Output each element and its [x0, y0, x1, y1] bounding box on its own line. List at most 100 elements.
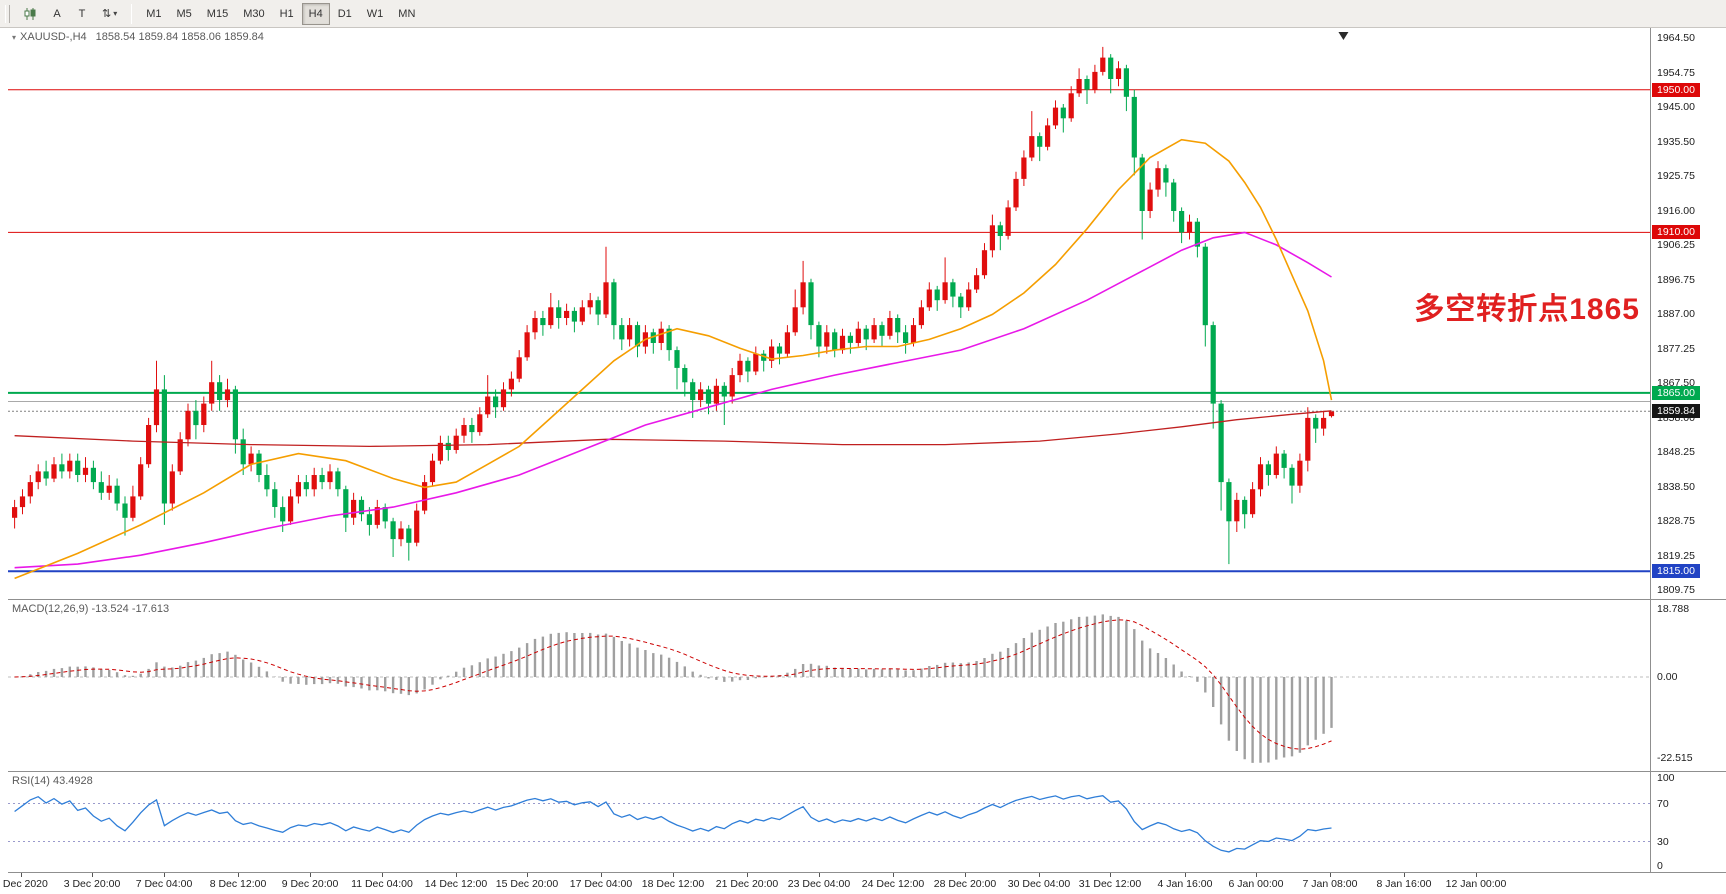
time-tick: [673, 873, 674, 877]
price-tick-label: 1945.00: [1657, 101, 1695, 113]
level-price-tag: 1815.00: [1652, 564, 1700, 579]
timeframe-button-m1[interactable]: M1: [139, 3, 168, 25]
ma-medium-magenta: [14, 231, 1332, 569]
time-label: 18 Dec 12:00: [641, 878, 705, 890]
price-tick-label: 1896.75: [1657, 273, 1695, 286]
chart-header: ▾ XAUUSD-,H4 1858.54 1859.84 1858.06 1859.…: [12, 31, 264, 43]
price-tick-label: 1964.50: [1657, 32, 1695, 44]
time-label: 7 Jan 08:00: [1302, 878, 1358, 890]
candles-layer: [12, 46, 1335, 565]
candlestick-chart-icon: [24, 7, 36, 20]
chevron-down-icon: ▾: [113, 8, 118, 18]
timeframe-button-w1[interactable]: W1: [360, 3, 391, 25]
time-tick: [310, 873, 311, 877]
time-label: 4 Jan 16:00: [1157, 878, 1213, 890]
macd-scale[interactable]: 18.788 0.00 -22.515: [1650, 600, 1726, 772]
price-tick-label: 1954.75: [1657, 66, 1695, 79]
timeframe-button-m15[interactable]: M15: [200, 3, 235, 25]
macd-pane[interactable]: [8, 600, 1650, 772]
time-label: 23 Dec 04:00: [787, 878, 851, 890]
time-label: 12 Jan 00:00: [1445, 878, 1507, 890]
macd-signal-line: [14, 619, 1332, 750]
rsi-line: [14, 794, 1332, 853]
time-tick: [456, 873, 457, 877]
level-price-tag: 1910.00: [1652, 225, 1700, 240]
toolbar: A T ⇅ ▾ M1 M5 M15 M30 H1 H4 D1 W1 MN: [0, 0, 1726, 28]
time-tick: [1404, 873, 1405, 877]
time-label: 3 Dec 20:00: [63, 878, 121, 890]
macd-scale-label: -22.515: [1657, 752, 1693, 765]
price-tick-label: 1906.25: [1657, 239, 1695, 251]
rsi-indicator-label: RSI(14) 43.4928: [12, 775, 93, 787]
macd-scale-label: 18.788: [1657, 603, 1690, 616]
price-chart-pane[interactable]: [8, 28, 1650, 600]
time-tick: [1039, 873, 1040, 877]
time-tick: [527, 873, 528, 877]
time-label: 28 Dec 20:00: [933, 878, 997, 890]
time-tick: [1256, 873, 1257, 877]
scale-tools-button[interactable]: ⇅ ▾: [95, 3, 124, 25]
timeframe-button-h4[interactable]: H4: [301, 2, 330, 25]
time-label: 11 Dec 04:00: [351, 878, 413, 890]
ma-fast-orange: [14, 138, 1333, 580]
macd-histogram: [21, 614, 1333, 763]
price-tick-label: 1819.25: [1657, 549, 1695, 562]
timeframe-button-m30[interactable]: M30: [236, 3, 271, 25]
level-price-tag: 1865.00: [1652, 385, 1700, 400]
time-label: 7 Dec 04:00: [135, 878, 193, 890]
time-label: 8 Jan 16:00: [1376, 878, 1432, 890]
ma-slow-red: [14, 410, 1332, 448]
level-price-tag: 1950.00: [1652, 82, 1700, 97]
time-tick: [747, 873, 748, 877]
price-tick-label: 1848.25: [1657, 446, 1695, 458]
price-scale[interactable]: 1964.50 1954.75 1945.00 1935.50 1925.75 1916.…: [1650, 28, 1726, 600]
price-tick-label: 1877.25: [1657, 342, 1695, 355]
time-label: 24 Dec 12:00: [861, 878, 925, 890]
time-label: 31 Dec 12:00: [1078, 878, 1142, 890]
time-tick: [164, 873, 165, 877]
macd-scale-label: 0.00: [1657, 670, 1678, 683]
timeframe-button-m5[interactable]: M5: [170, 3, 199, 25]
price-tick-label: 1887.00: [1657, 308, 1695, 320]
timeframe-toolbar: M1 M5 M15 M30 H1 H4 D1 W1 MN: [139, 2, 422, 25]
time-tick: [819, 873, 820, 877]
time-label: 14 Dec 12:00: [424, 878, 488, 890]
time-label: 8 Dec 12:00: [209, 878, 267, 890]
timeframe-button-d1[interactable]: D1: [331, 3, 359, 25]
updown-arrows-icon: ⇅: [102, 8, 112, 20]
symbol-period-label: XAUUSD-,H4: [20, 31, 87, 43]
time-label: 15 Dec 20:00: [495, 878, 559, 890]
text-tool-button[interactable]: T: [70, 3, 94, 25]
macd-indicator-label: MACD(12,26,9) -13.524 -17.613: [12, 603, 170, 615]
rsi-scale-label: 30: [1657, 835, 1669, 848]
time-tick: [601, 873, 602, 877]
timeframe-button-mn[interactable]: MN: [391, 3, 422, 25]
time-tick: [893, 873, 894, 877]
time-label: 9 Dec 20:00: [281, 878, 339, 890]
time-label: 6 Jan 00:00: [1228, 878, 1284, 890]
time-tick: [1110, 873, 1111, 877]
rsi-scale[interactable]: 100 70 30 0: [1650, 772, 1726, 873]
price-tick-label: 1838.50: [1657, 480, 1695, 493]
time-label: 30 Dec 04:00: [1007, 878, 1071, 890]
current-price-tag: 1859.84: [1652, 404, 1700, 419]
chart-area: ▾ XAUUSD-,H4 1858.54 1859.84 1858.06 1859.…: [0, 28, 1726, 894]
annotation-a-button[interactable]: A: [45, 3, 69, 25]
chart-type-button[interactable]: [16, 3, 44, 25]
time-tick: [1476, 873, 1477, 877]
price-level-lines: [8, 89, 1650, 573]
toolbar-grip[interactable]: [5, 4, 10, 23]
price-tick-label: 1916.00: [1657, 204, 1695, 217]
time-scale[interactable]: 2 Dec 2020 3 Dec 20:00 7 Dec 04:00 8 Dec 12…: [0, 873, 1650, 894]
chart-annotation-text: 多空转折点1865: [1414, 293, 1640, 326]
time-tick: [238, 873, 239, 877]
time-label: 2 Dec 2020: [0, 878, 48, 890]
time-label: 21 Dec 20:00: [715, 878, 779, 890]
rsi-pane[interactable]: [8, 772, 1650, 873]
price-tick-label: 1935.50: [1657, 135, 1695, 148]
price-tick-label: 1828.75: [1657, 515, 1695, 527]
rsi-scale-label: 70: [1657, 797, 1669, 810]
timeframe-button-h1[interactable]: H1: [273, 3, 301, 25]
time-tick: [92, 873, 93, 877]
chart-shift-marker[interactable]: [1338, 32, 1349, 40]
